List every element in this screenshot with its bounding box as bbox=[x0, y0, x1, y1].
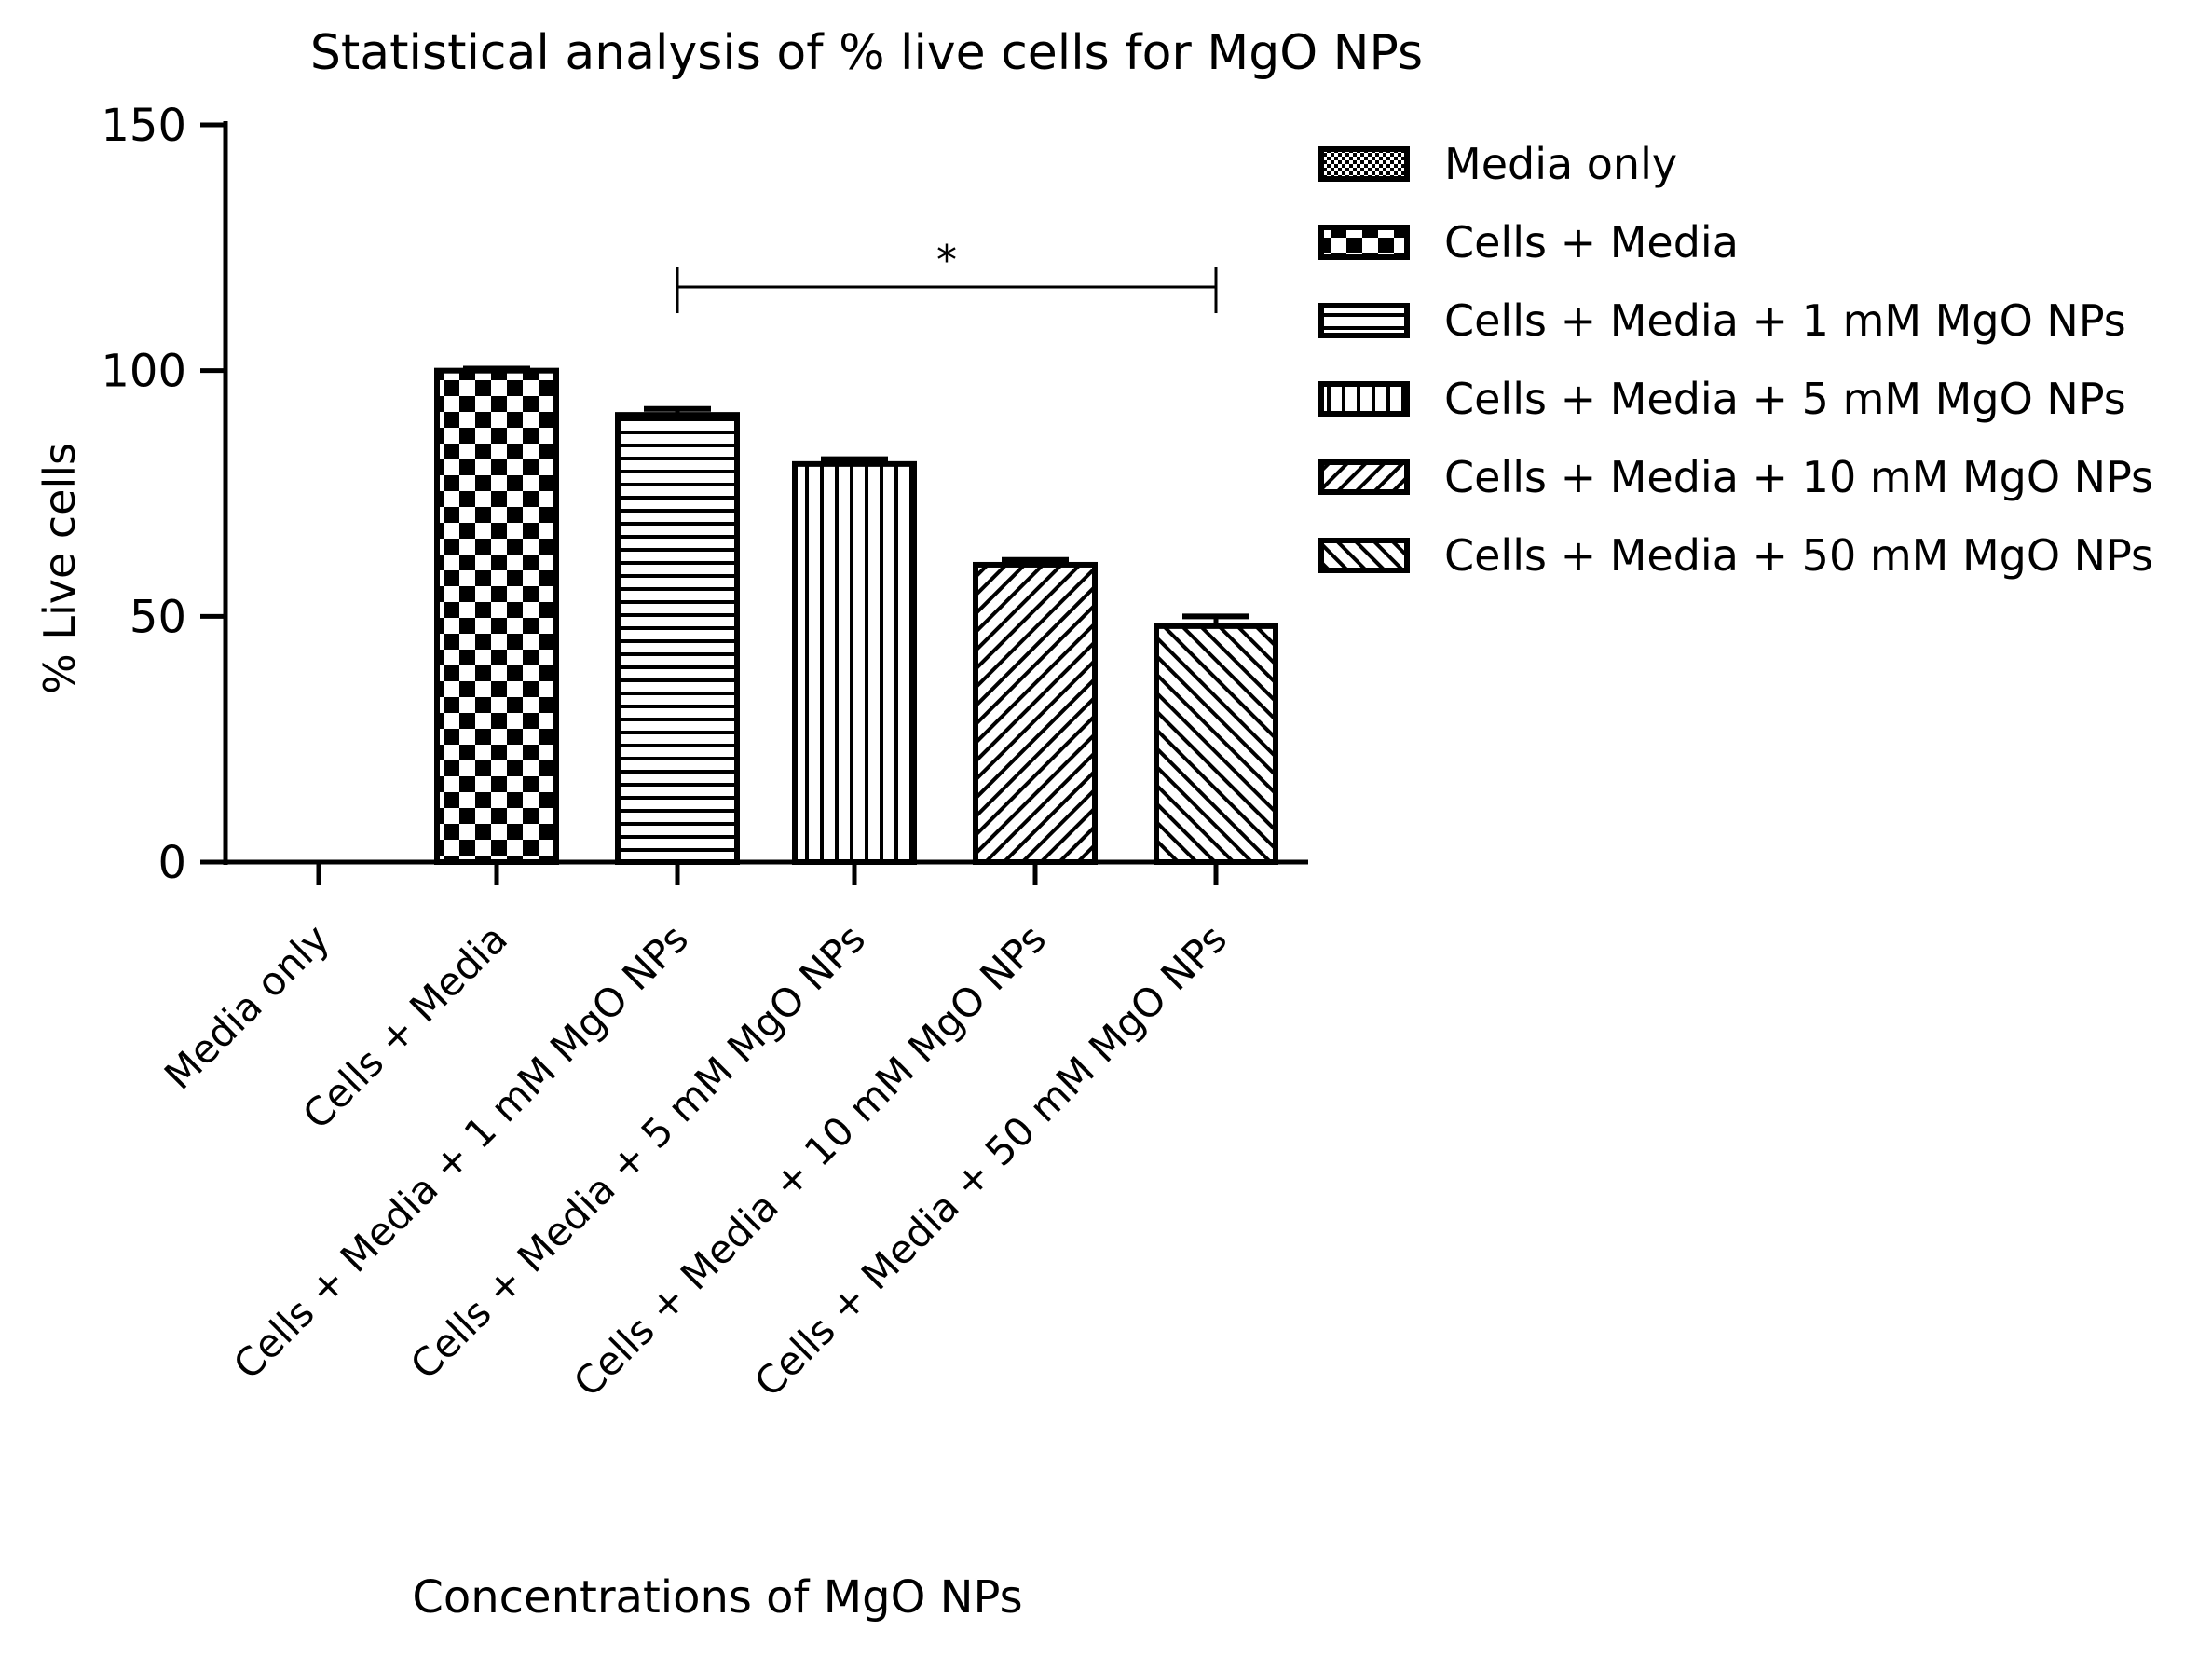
chart-title: Statistical analysis of % live cells for… bbox=[310, 25, 1423, 81]
bar-4 bbox=[792, 460, 917, 865]
y-tick-label: 100 bbox=[101, 346, 186, 398]
x-axis-label: Concentrations of MgO NPs bbox=[412, 1571, 1022, 1624]
legend-swatch-3 bbox=[1318, 303, 1410, 338]
legend-label-3: Cells + Media + 1 mM MgO NPs bbox=[1444, 295, 2126, 346]
legend: Media only Cells + Media Cells + Media + 1… bbox=[1318, 139, 2153, 581]
legend-label-5: Cells + Media + 10 mM MgO NPs bbox=[1444, 452, 2153, 502]
y-tick-label: 50 bbox=[130, 591, 186, 643]
legend-label-6: Cells + Media + 50 mM MgO NPs bbox=[1444, 530, 2153, 581]
legend-label-1: Media only bbox=[1444, 139, 1677, 189]
annotations-group: * bbox=[676, 237, 1218, 314]
legend-swatch-5 bbox=[1318, 459, 1410, 495]
y-axis-ticks: 0 50 100 150 bbox=[101, 100, 225, 889]
x-tick-label: Media only bbox=[156, 915, 338, 1098]
bars-group bbox=[434, 365, 1278, 865]
legend-swatch-1 bbox=[1318, 146, 1410, 182]
legend-label-4: Cells + Media + 5 mM MgO NPs bbox=[1444, 374, 2126, 424]
y-axis-label: % Live cells bbox=[34, 443, 85, 694]
y-tick-label: 150 bbox=[101, 100, 186, 152]
bar-5 bbox=[973, 561, 1098, 865]
bar-3 bbox=[615, 412, 740, 865]
significance-label: * bbox=[936, 237, 957, 284]
legend-swatch-6 bbox=[1318, 538, 1410, 573]
bar-6 bbox=[1154, 623, 1278, 865]
legend-swatch-2 bbox=[1318, 225, 1410, 260]
legend-swatch-4 bbox=[1318, 381, 1410, 417]
bar-2 bbox=[434, 367, 559, 865]
y-tick-label: 0 bbox=[157, 837, 186, 889]
legend-label-2: Cells + Media bbox=[1444, 217, 1739, 267]
